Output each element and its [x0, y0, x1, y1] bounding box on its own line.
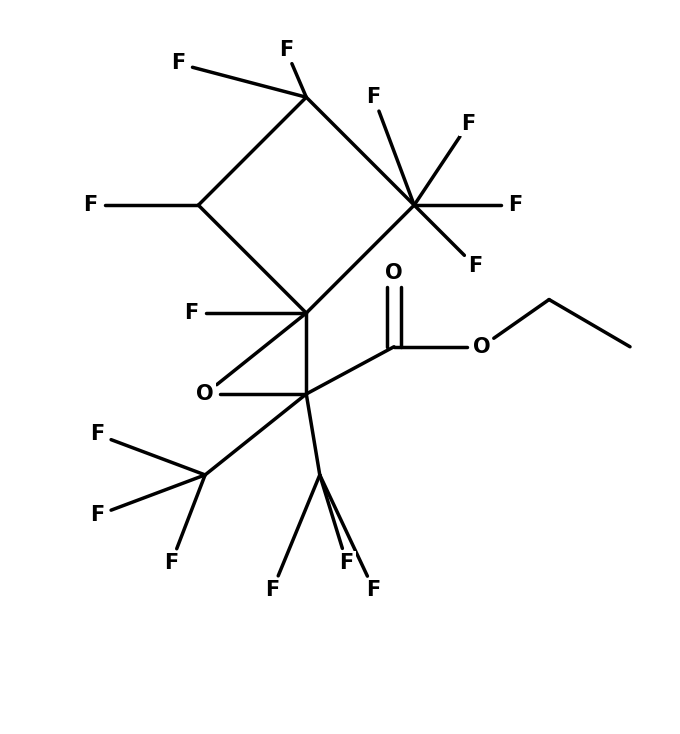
Text: F: F — [367, 87, 381, 107]
Text: F: F — [461, 115, 475, 134]
Text: O: O — [385, 263, 403, 283]
Text: F: F — [367, 580, 381, 600]
Text: O: O — [473, 337, 490, 357]
Text: F: F — [468, 256, 482, 276]
Text: F: F — [90, 506, 104, 526]
Text: F: F — [279, 40, 293, 60]
Text: F: F — [84, 195, 98, 215]
Text: O: O — [197, 384, 214, 404]
Text: F: F — [508, 195, 522, 215]
Text: F: F — [165, 553, 179, 573]
Text: F: F — [339, 553, 354, 573]
Text: F: F — [184, 303, 199, 323]
Text: F: F — [90, 424, 104, 445]
Text: F: F — [171, 54, 185, 73]
Text: F: F — [265, 580, 279, 600]
